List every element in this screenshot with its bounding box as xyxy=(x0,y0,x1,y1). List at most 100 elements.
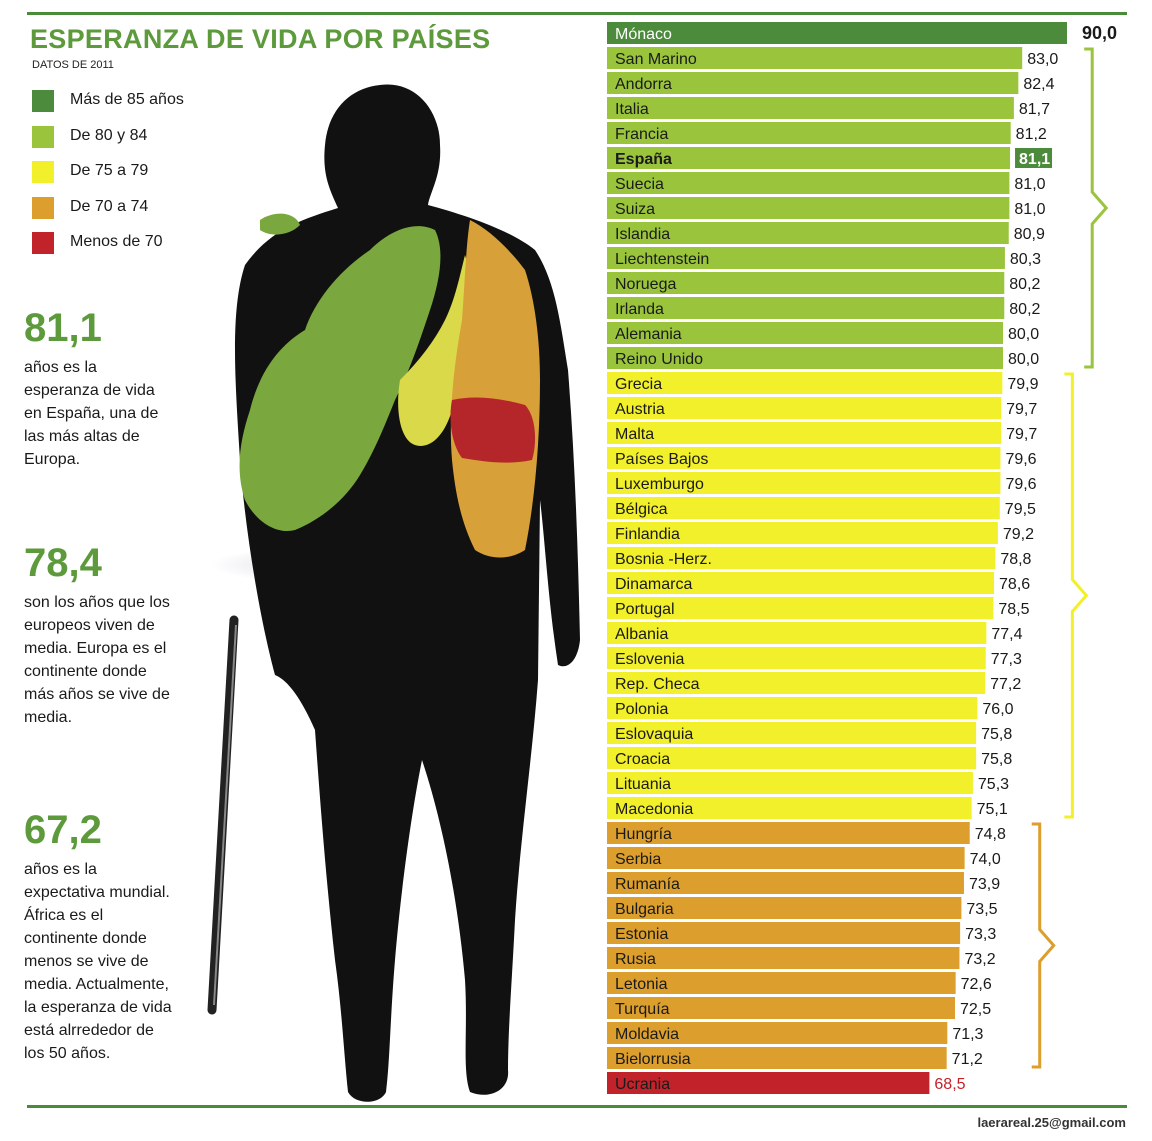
bar xyxy=(607,197,1010,219)
bar-category-label: Albania xyxy=(615,626,668,643)
bar-value-label: 81,0 xyxy=(1014,176,1045,193)
europe-map-orange xyxy=(450,220,540,558)
stat-text: años es la esperanza de vida en España, … xyxy=(24,359,159,468)
bar xyxy=(607,772,973,794)
bar-value-label: 78,5 xyxy=(998,601,1029,618)
bar-value-label: 75,1 xyxy=(977,801,1008,818)
bar-category-label: Francia xyxy=(615,126,668,143)
bar xyxy=(607,222,1009,244)
group-bracket xyxy=(1084,47,1109,369)
bar-value-label: 77,3 xyxy=(991,651,1022,668)
bar-value-label: 80,2 xyxy=(1009,301,1040,318)
bar xyxy=(607,622,987,644)
bar-value-label: 80,3 xyxy=(1010,251,1041,268)
bar-value-label: 77,2 xyxy=(990,676,1021,693)
bar xyxy=(607,997,955,1019)
bar xyxy=(607,22,1067,44)
legend-swatch xyxy=(32,196,54,219)
cane xyxy=(207,615,239,1015)
bar-category-label: Bielorrusia xyxy=(615,1051,691,1068)
bar-category-label: Andorra xyxy=(615,76,672,93)
bar-category-label: Reino Unido xyxy=(615,351,703,368)
bar-category-label: Hungría xyxy=(615,826,672,843)
bar-value-label: 79,6 xyxy=(1005,476,1036,493)
bar xyxy=(607,547,996,569)
bar-category-label: Islandia xyxy=(615,226,670,243)
bar xyxy=(607,1047,947,1069)
legend-swatch xyxy=(32,90,54,112)
bar-category-label: Bulgaria xyxy=(615,901,674,918)
bar-value-label: 75,3 xyxy=(978,776,1009,793)
bar xyxy=(607,897,962,919)
group-bracket xyxy=(1031,822,1056,1069)
bar xyxy=(607,497,1000,519)
page-title: ESPERANZA DE VIDA POR PAÍSES xyxy=(30,24,491,54)
stat-value: 67,2 xyxy=(24,808,102,852)
bar-value-label: 81,2 xyxy=(1016,126,1047,143)
bar xyxy=(607,397,1002,419)
bar-category-label: Turquía xyxy=(615,1001,670,1018)
bar-value-label: 68,5 xyxy=(934,1076,965,1093)
bar-category-label: Moldavia xyxy=(615,1026,679,1043)
bar xyxy=(607,372,1003,394)
bar xyxy=(607,47,1023,69)
bar-category-label: Portugal xyxy=(615,601,675,618)
bar-value-label: 80,2 xyxy=(1009,276,1040,293)
elderly-man-silhouette xyxy=(207,84,580,1102)
bar-category-label: Rep. Checa xyxy=(615,676,700,693)
bar-category-label: Eslovenia xyxy=(615,651,684,668)
legend-label: De 75 a 79 xyxy=(70,162,149,179)
legend-swatch xyxy=(32,161,54,183)
stat-text: son los años que los europeos viven de m… xyxy=(24,594,170,726)
legend-label: Menos de 70 xyxy=(70,233,163,250)
bar-category-label: Países Bajos xyxy=(615,451,708,468)
author-email: laerareal.25@gmail.com xyxy=(977,1115,1126,1130)
bar-category-label: Irlanda xyxy=(615,301,664,318)
bar-value-label: 80,0 xyxy=(1008,326,1039,343)
cane-shine xyxy=(213,624,237,1006)
page-subtitle: DATOS DE 2011 xyxy=(32,59,114,71)
bar-category-label: Estonia xyxy=(615,926,668,943)
bar xyxy=(607,722,977,744)
legend-swatch xyxy=(32,125,54,148)
bottom-rule xyxy=(27,1105,1127,1108)
bar xyxy=(607,822,970,844)
bar-category-label: Dinamarca xyxy=(615,576,692,593)
bar-category-label: Bosnia -Herz. xyxy=(615,551,712,568)
bar xyxy=(607,447,1001,469)
bar xyxy=(607,697,978,719)
bar xyxy=(607,147,1011,169)
bar xyxy=(607,847,965,869)
top-rule xyxy=(27,12,1127,15)
bar-category-label: San Marino xyxy=(615,51,697,68)
bar xyxy=(607,347,1003,369)
bar xyxy=(607,172,1010,194)
stat-spain: 81,1 años es la esperanza de vida en Esp… xyxy=(24,306,174,471)
legend-label: De 80 y 84 xyxy=(70,126,148,144)
bar-category-label: Suecia xyxy=(615,176,664,193)
bar xyxy=(607,747,977,769)
bar xyxy=(607,922,961,944)
bar-value-label: 81,7 xyxy=(1019,101,1050,118)
bar xyxy=(607,122,1011,144)
bar-value-label: 79,9 xyxy=(1007,376,1038,393)
bar-category-label: Malta xyxy=(615,426,654,443)
bar-value-label: 72,5 xyxy=(960,1001,991,1018)
bar-category-label: Ucrania xyxy=(615,1076,670,1093)
bar-value-label: 71,2 xyxy=(952,1051,983,1068)
bar-category-label: Eslovaquia xyxy=(615,726,693,743)
bar-value-label: 77,4 xyxy=(991,626,1022,643)
europe-map-green xyxy=(239,226,441,531)
bar xyxy=(607,672,986,694)
bar-value-label: 79,6 xyxy=(1005,451,1036,468)
stat-value: 78,4 xyxy=(24,541,102,585)
bar-value-label: 79,7 xyxy=(1006,401,1037,418)
bar-category-label: Italia xyxy=(615,101,649,118)
bar xyxy=(607,472,1001,494)
bar-category-label: Alemania xyxy=(615,326,682,343)
bar-value-label: 90,0 xyxy=(1082,23,1117,43)
bar-category-label: Luxemburgo xyxy=(615,476,704,493)
bar xyxy=(607,272,1005,294)
bar-category-label: Grecia xyxy=(615,376,662,393)
